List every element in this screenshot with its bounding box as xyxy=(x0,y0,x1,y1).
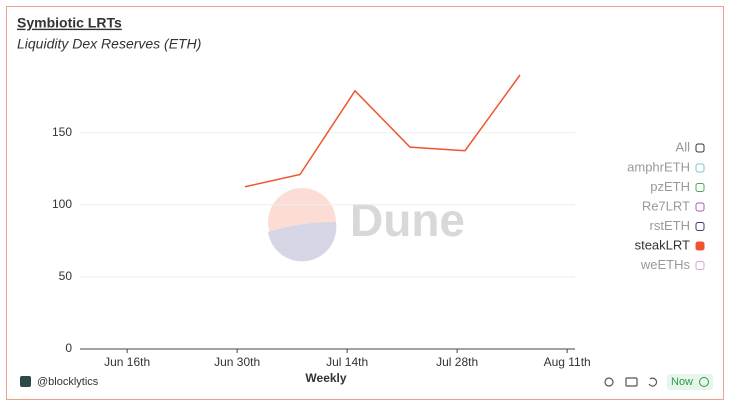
x-tick-label: Jul 28th xyxy=(436,355,478,369)
series-line xyxy=(244,74,521,188)
legend-swatch[interactable] xyxy=(695,261,705,270)
legend-swatch[interactable] xyxy=(695,163,705,173)
x-axis-label: Weekly xyxy=(305,371,346,385)
toolbar-icons[interactable] xyxy=(604,377,658,387)
legend-label[interactable]: steakLRT xyxy=(635,237,690,252)
x-tick-label: Jun 30th xyxy=(214,355,260,369)
legend-swatch[interactable] xyxy=(695,222,705,231)
legend-swatch[interactable] xyxy=(695,183,705,192)
y-tick-label: 50 xyxy=(59,269,73,283)
status: Now xyxy=(671,376,693,388)
y-tick-label: 0 xyxy=(65,341,72,355)
legend-swatch[interactable] xyxy=(695,143,705,153)
author[interactable]: @blocklytics xyxy=(37,376,99,388)
chart-title[interactable]: Symbiotic LRTs xyxy=(17,15,122,31)
legend-label[interactable]: pzETH xyxy=(650,179,690,194)
author-logo xyxy=(20,376,31,387)
status-icon xyxy=(699,377,709,387)
legend-label[interactable]: amphrETH xyxy=(627,159,690,174)
y-tick-label: 150 xyxy=(52,125,72,139)
card xyxy=(6,6,724,400)
legend-label[interactable]: weETHs xyxy=(640,257,691,272)
legend-label[interactable]: Re7LRT xyxy=(642,198,690,213)
legend-label[interactable]: rstETH xyxy=(650,218,690,233)
legend-swatch[interactable] xyxy=(695,241,705,251)
x-tick-label: Jun 16th xyxy=(104,355,150,369)
x-tick-label: Jul 14th xyxy=(326,355,368,369)
legend-swatch[interactable] xyxy=(695,202,705,212)
x-tick-label: Aug 11th xyxy=(544,355,591,369)
watermark-text: Dune xyxy=(350,194,465,246)
legend-all[interactable]: All xyxy=(676,139,691,154)
watermark xyxy=(268,188,337,262)
y-tick-label: 100 xyxy=(52,197,72,211)
chart-subtitle: Liquidity Dex Reserves (ETH) xyxy=(17,36,201,52)
